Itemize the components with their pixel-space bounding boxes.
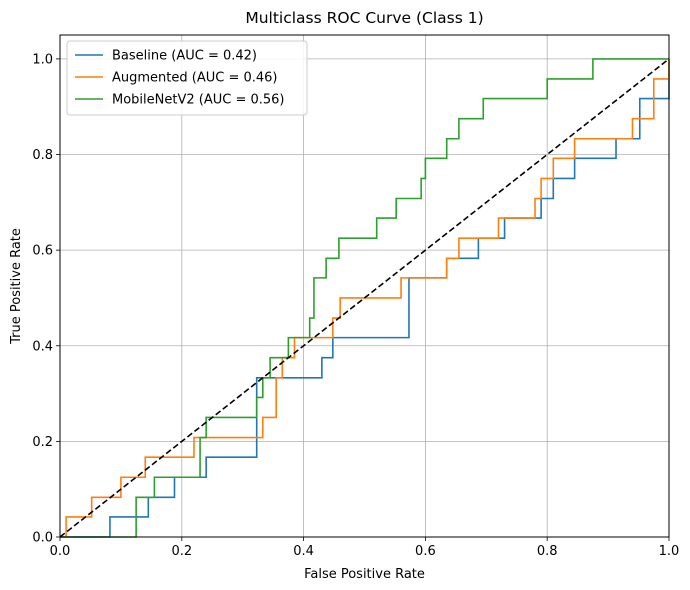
y-tick-label: 1.0 bbox=[32, 52, 53, 67]
x-tick-label: 1.0 bbox=[659, 544, 680, 559]
y-axis-label: True Positive Rate bbox=[9, 228, 24, 345]
chart-title: Multiclass ROC Curve (Class 1) bbox=[245, 9, 483, 27]
y-tick-label: 0.8 bbox=[32, 148, 53, 163]
legend-label-1: Augmented (AUC = 0.46) bbox=[112, 71, 278, 86]
legend: Baseline (AUC = 0.42) Augmented (AUC = 0.… bbox=[66, 40, 308, 116]
grid bbox=[59, 35, 670, 538]
plot-frame bbox=[59, 34, 670, 538]
x-tick-label: 0.0 bbox=[50, 544, 71, 559]
x-tick-label: 0.6 bbox=[415, 544, 436, 559]
x-tick-label: 0.4 bbox=[293, 544, 314, 559]
series-line-2 bbox=[60, 58, 669, 538]
x-axis-label: False Positive Rate bbox=[304, 567, 425, 582]
series-lines bbox=[59, 58, 670, 538]
x-tick-label: 0.8 bbox=[537, 544, 558, 559]
reference-diagonal-line bbox=[59, 58, 670, 538]
y-tick-label: 0.4 bbox=[32, 339, 53, 354]
legend-box bbox=[66, 40, 308, 116]
y-tick-label: 0.6 bbox=[32, 244, 53, 259]
legend-label-0: Baseline (AUC = 0.42) bbox=[112, 49, 257, 64]
x-tick-label: 0.2 bbox=[171, 544, 192, 559]
legend-label-2: MobileNetV2 (AUC = 0.56) bbox=[112, 93, 285, 108]
y-tick-label: 0.2 bbox=[32, 435, 53, 450]
axis-ticks: 0.0 0.2 0.4 0.6 0.8 1.0 0.0 0.2 0.4 0.6 0.8 1.0 bbox=[32, 52, 679, 559]
y-tick-label: 0.0 bbox=[32, 531, 53, 546]
